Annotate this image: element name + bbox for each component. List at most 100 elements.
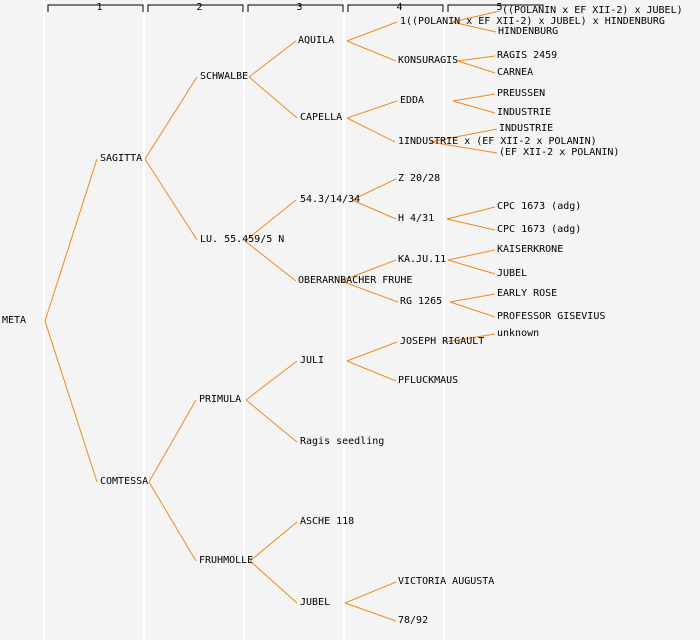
node-label-gen5: INDUSTRIE	[499, 123, 554, 134]
node-label-gen4: RG 1265	[400, 296, 443, 307]
node-label-gen3: ASCHE 118	[300, 516, 355, 527]
node-label-gen5: CPC 1673 (adg)	[497, 224, 582, 235]
generation-number-5: 5	[496, 2, 503, 13]
generation-bracket-3	[247, 4, 344, 12]
node-label-gen5: (EF XII-2 x POLANIN)	[499, 147, 620, 158]
generation-number-3: 3	[296, 2, 303, 13]
node-label-gen4: KA.JU.11	[398, 254, 447, 265]
pedigree-edge	[346, 40, 397, 62]
pedigree-edge	[346, 341, 398, 362]
pedigree-edge	[449, 293, 496, 303]
pedigree-edge	[457, 55, 496, 62]
node-label-gen1: COMTESSA	[100, 476, 149, 487]
node-label-gen5: HINDENBURG	[498, 26, 559, 37]
node-label-gen3: JUBEL	[300, 597, 331, 608]
column-separator-1	[43, 0, 45, 640]
pedigree-edge	[346, 117, 396, 143]
pedigree-edge	[346, 21, 398, 42]
node-label-gen0: META	[2, 315, 27, 326]
generation-number-2: 2	[196, 2, 203, 13]
pedigree-edge	[144, 158, 198, 241]
node-label-gen3: Ragis seedling	[300, 436, 385, 447]
node-label-gen5: PREUSSEN	[497, 88, 546, 99]
generation-bracket-5	[447, 4, 544, 12]
node-label-gen5: ((POLANIN x EF XII-2) x JUBEL)	[502, 5, 683, 16]
pedigree-edge	[245, 399, 298, 443]
node-label-gen3: OBERARNBACHER FRUHE	[298, 275, 413, 286]
pedigree-edge	[344, 581, 397, 604]
pedigree-edge	[148, 481, 197, 562]
pedigree-edge	[447, 259, 496, 275]
node-label-gen2: PRIMULA	[199, 394, 242, 405]
pedigree-edge	[446, 206, 496, 220]
pedigree-edge	[248, 76, 298, 119]
pedigree-edge	[340, 259, 397, 282]
node-label-gen5: KAISERKRONE	[497, 244, 564, 255]
pedigree-edge	[244, 199, 297, 242]
generation-bracket-2	[147, 4, 244, 12]
node-label-gen5: PROFESSOR GISEVIUS	[497, 311, 606, 322]
node-label-gen3: CAPELLA	[300, 112, 343, 123]
pedigree-edge	[245, 360, 298, 401]
node-label-gen4: 1((POLANIN x EF XII-2) x JUBEL) x HINDEN…	[400, 16, 665, 27]
pedigree-edge	[444, 333, 496, 343]
node-label-gen2: SCHWALBE	[200, 71, 249, 82]
pedigree-edge	[346, 100, 398, 119]
node-label-gen4: VICTORIA AUGUSTA	[398, 576, 495, 587]
pedigree-edge	[344, 602, 397, 622]
pedigree-edge	[248, 40, 297, 78]
pedigree-edge	[249, 560, 298, 604]
pedigree-edge	[340, 280, 399, 303]
node-label-gen5: JUBEL	[497, 268, 528, 279]
pedigree-edge	[44, 320, 98, 483]
node-label-gen5: EARLY ROSE	[497, 288, 558, 299]
column-separator-5	[443, 0, 445, 640]
node-label-gen5: unknown	[497, 328, 540, 339]
node-label-gen4: JOSEPH RIGAULT	[400, 336, 485, 347]
pedigree-edge	[452, 93, 496, 102]
node-label-gen5: CPC 1673 (adg)	[497, 201, 582, 212]
pedigree-edge	[449, 301, 496, 318]
node-label-gen3: JULI	[300, 355, 325, 366]
pedigree-edge	[452, 100, 496, 114]
node-label-gen5: RAGIS 2459	[497, 50, 558, 61]
generation-number-4: 4	[396, 2, 403, 13]
node-label-gen4: 1INDUSTRIE x (EF XII-2 x POLANIN)	[398, 136, 597, 147]
generation-bracket-1	[47, 4, 144, 12]
node-label-gen2: LU. 55.459/5 N	[200, 234, 285, 245]
node-label-gen4: Z 20/28	[398, 173, 441, 184]
node-label-gen4: KONSURAGIS	[398, 55, 459, 66]
pedigree-edge	[44, 158, 98, 322]
pedigree-edge	[451, 10, 501, 23]
pedigree-edge	[429, 141, 498, 154]
node-label-gen1: SAGITTA	[100, 153, 143, 164]
generation-bracket-4	[347, 4, 444, 12]
node-label-gen4: 78/92	[398, 615, 429, 626]
node-label-gen3: 54.3/14/34	[300, 194, 361, 205]
column-separator-2	[143, 0, 145, 640]
node-label-gen4: PFLUCKMAUS	[398, 375, 459, 386]
pedigree-edge	[351, 178, 397, 201]
node-label-gen2: FRUHMOLLE	[199, 555, 254, 566]
pedigree-edge	[429, 128, 498, 143]
column-separator-4	[343, 0, 345, 640]
pedigree-edge	[351, 199, 397, 220]
node-label-gen5: CARNEA	[497, 67, 534, 78]
pedigree-edge	[249, 521, 298, 562]
pedigree-edge	[446, 218, 496, 231]
node-label-gen5: INDUSTRIE	[497, 107, 552, 118]
node-label-gen3: AQUILA	[298, 35, 335, 46]
pedigree-edge	[148, 399, 197, 483]
node-label-gen4: H 4/31	[398, 213, 435, 224]
pedigree-edge	[447, 249, 496, 261]
pedigree-edge	[451, 21, 497, 33]
pedigree-edge	[244, 240, 297, 282]
column-separator-3	[243, 0, 245, 640]
generation-number-1: 1	[96, 2, 103, 13]
pedigree-edge	[457, 60, 496, 74]
pedigree-edge	[346, 360, 397, 382]
pedigree-edge	[144, 76, 198, 160]
node-label-gen4: EDDA	[400, 95, 425, 106]
